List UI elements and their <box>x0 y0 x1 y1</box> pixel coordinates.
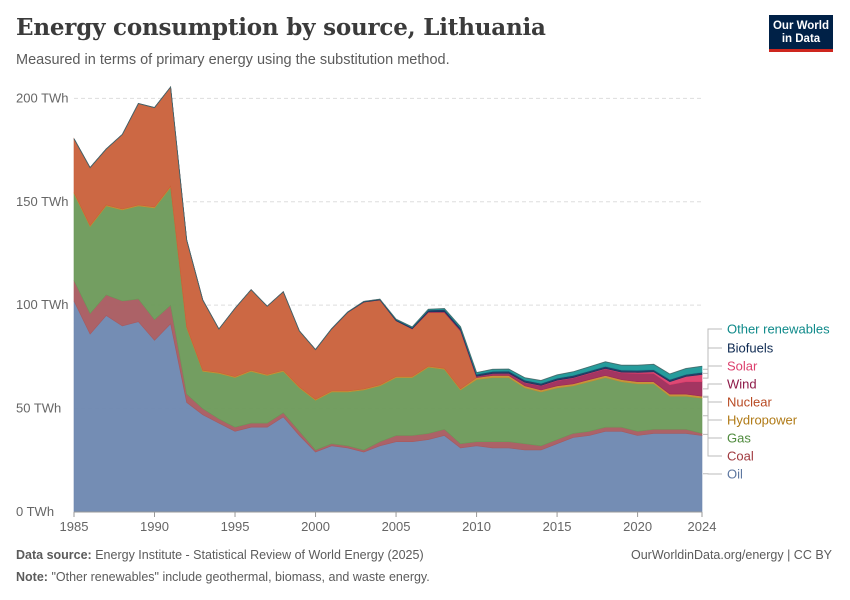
legend-label-biofuels[interactable]: Biofuels <box>727 341 774 356</box>
y-tick-label: 50 TWh <box>16 401 61 416</box>
legend-label-other-renewables[interactable]: Other renewables <box>727 322 830 337</box>
x-tick-label: 2015 <box>543 519 572 534</box>
x-tick-label: 1990 <box>140 519 169 534</box>
note-label: Note: <box>16 570 48 584</box>
logo-line-1: Our World <box>772 20 829 32</box>
footer-url[interactable]: OurWorldinData.org/energy | CC BY <box>630 548 832 562</box>
note-text: "Other renewables" include geothermal, b… <box>51 570 430 584</box>
chart-title: Energy consumption by source, Lithuania <box>16 14 546 41</box>
chart-subtitle: Measured in terms of primary energy usin… <box>16 52 450 68</box>
series-areas <box>73 85 703 513</box>
x-tick-label: 2005 <box>382 519 411 534</box>
note-line: Note: "Other renewables" include geother… <box>16 570 430 584</box>
legend-label-wind[interactable]: Wind <box>727 377 757 392</box>
legend-label-hydropower[interactable]: Hydropower <box>727 413 798 428</box>
legend-connector <box>703 415 722 439</box>
x-tick-label: 2024 <box>688 519 717 534</box>
legend-connector <box>703 383 722 390</box>
x-tick-label: 2010 <box>462 519 491 534</box>
legend-connector <box>703 433 722 457</box>
y-tick-label: 200 TWh <box>16 90 69 105</box>
axes: 0 TWh 50 TWh 100 TWh 150 TWh 200 TWh 1985 1990… <box>16 90 716 534</box>
owid-logo[interactable]: Our World in Data <box>769 15 833 52</box>
legend-label-oil[interactable]: Oil <box>727 467 743 482</box>
legend-label-coal[interactable]: Coal <box>727 449 754 464</box>
legend-connector <box>703 365 722 379</box>
source-text[interactable]: Energy Institute - Statistical Review of… <box>95 548 424 562</box>
y-tick-label: 0 TWh <box>16 504 54 519</box>
legend-label-gas[interactable]: Gas <box>727 431 751 446</box>
legend-label-solar[interactable]: Solar <box>727 359 758 374</box>
legend-connector <box>703 396 722 421</box>
x-tick-label: 1985 <box>60 519 89 534</box>
legend: Oil Coal Gas Hydropower Nuclear Wind Solar Biof… <box>703 322 830 482</box>
logo-line-2: in Data <box>781 33 821 45</box>
y-tick-label: 100 TWh <box>16 297 69 312</box>
legend-connector <box>703 395 722 403</box>
source-line: Data source: Energy Institute - Statisti… <box>16 548 424 562</box>
x-tick-label: 2020 <box>623 519 652 534</box>
x-tick-label: 2000 <box>301 519 330 534</box>
legend-connector <box>703 328 722 370</box>
total-outline <box>73 85 703 382</box>
x-tick-label: 1995 <box>221 519 250 534</box>
source-label: Data source: <box>16 548 92 562</box>
legend-label-nuclear[interactable]: Nuclear <box>727 395 772 410</box>
y-tick-label: 150 TWh <box>16 194 69 209</box>
